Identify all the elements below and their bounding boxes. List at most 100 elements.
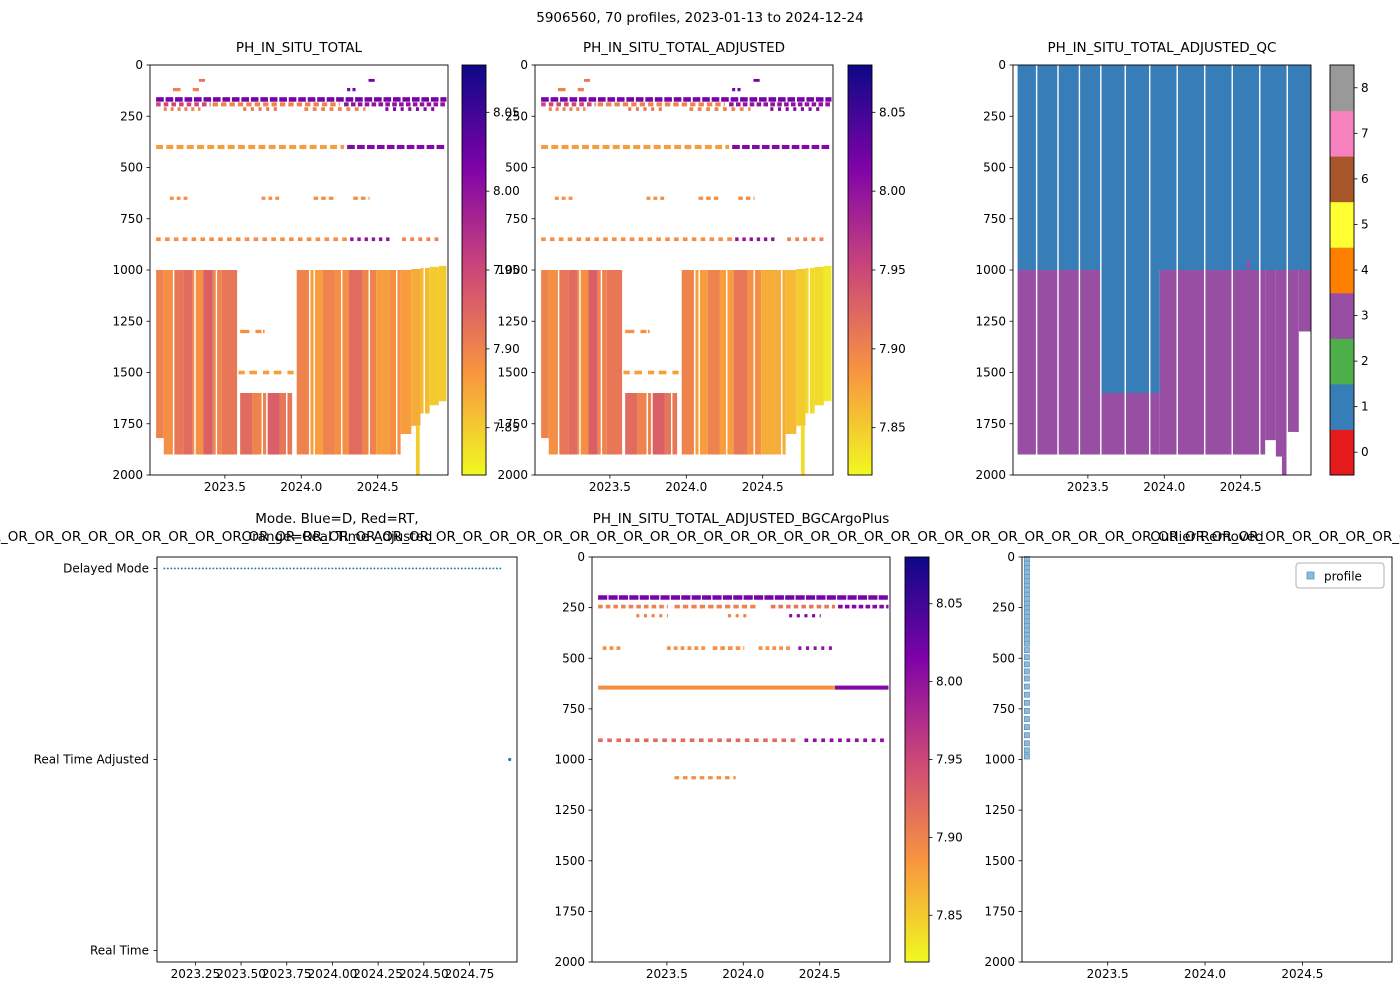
- profile-marker: [1023, 753, 1030, 760]
- y-tick-label: 500: [992, 651, 1015, 665]
- axes-frame: [156, 556, 518, 963]
- profile-marker: [1023, 716, 1030, 722]
- mode-point: [508, 757, 512, 762]
- y-tick-label: 2000: [112, 468, 143, 482]
- x-tick-label: 2024.5: [1281, 967, 1323, 981]
- profile-marker: [1023, 675, 1030, 682]
- y-tick-label: 1000: [497, 263, 528, 277]
- y-tick-label: 1500: [554, 854, 585, 868]
- colorbar-tick-label: 8.00: [493, 184, 520, 198]
- y-tick-label: 500: [505, 161, 528, 175]
- subplot-ph-bgcargoplus: 7.85 7.90 7.95 8.00 8.05 2023.5 2024.0 2024.5 0 2…: [554, 550, 962, 981]
- legend-box: [1295, 562, 1385, 589]
- qc-colorbar-tick-label: 8: [1361, 81, 1369, 95]
- title-ph-adjusted-qc: PH_IN_SITU_TOTAL_ADJUSTED_QC: [1047, 40, 1277, 56]
- subplot-ph-adjusted: 7.85 7.90 7.95 8.00 8.05 2023.5 2024.0 2024.5 0 2…: [497, 58, 905, 494]
- qc-colorbar-tick-label: 3: [1361, 309, 1369, 323]
- colorbar-tick-label: 8.05: [879, 105, 906, 119]
- colorbar-tick-label: 8.00: [936, 675, 963, 689]
- y-tick-label: 500: [562, 651, 585, 665]
- y-tick-label: 1000: [975, 263, 1006, 277]
- y-tick-label: 1500: [975, 366, 1006, 380]
- y-tick-label: 750: [983, 212, 1006, 226]
- subplot-mode: Delayed Mode Real Time Adjusted Real Time 2…: [34, 556, 518, 981]
- x-tick-label: 2024.0: [1143, 480, 1185, 494]
- y-tick-label: 1750: [984, 904, 1015, 918]
- y-tick-label: 1250: [975, 314, 1006, 328]
- y-tick-label: 1250: [984, 803, 1015, 817]
- x-tick-label: 2024.0: [1184, 967, 1226, 981]
- x-tick-label: 2024.0: [665, 480, 707, 494]
- y-tick-label: 2000: [975, 468, 1006, 482]
- colorbar-tick-label: 7.95: [493, 263, 520, 277]
- y-tick-label: 1750: [497, 417, 528, 431]
- x-tick-label: 2023.5: [204, 480, 246, 494]
- qc-colorbar-cell: [1330, 110, 1354, 157]
- colorbar: [904, 556, 930, 963]
- x-tick-label: 2024.25: [353, 967, 403, 981]
- colorbar-tick-label: 7.85: [936, 908, 963, 922]
- y-tick-label: 0: [998, 58, 1006, 72]
- colorbar-tick-label: 7.90: [493, 342, 520, 356]
- qc-colorbar-tick-label: 6: [1361, 172, 1369, 186]
- y-tick-label: 0: [135, 58, 143, 72]
- qc-colorbar-tick-label: 7: [1361, 126, 1369, 140]
- x-tick-label: 2024.00: [308, 967, 358, 981]
- y-tick-label: 250: [983, 109, 1006, 123]
- qc-colorbar-cell: [1330, 383, 1354, 430]
- colorbar-tick-label: 7.95: [879, 263, 906, 277]
- colorbar-tick-label: 8.00: [879, 184, 906, 198]
- title-mode-line1: Mode. Blue=D, Red=RT,: [255, 511, 419, 527]
- qc-colorbar-tick-label: 4: [1361, 263, 1369, 277]
- mode-category-label: Real Time Adjusted: [34, 753, 149, 767]
- legend-label: profile: [1324, 570, 1362, 584]
- x-tick-label: 2024.50: [399, 967, 449, 981]
- y-tick-label: 250: [562, 601, 585, 615]
- qc-colorbar-tick-label: 1: [1361, 400, 1369, 414]
- legend-marker: [1306, 571, 1315, 580]
- colorbar: [461, 64, 487, 476]
- y-tick-label: 0: [577, 550, 585, 564]
- y-tick-label: 500: [120, 161, 143, 175]
- profile-marker: [1023, 668, 1030, 675]
- axes-frame: [591, 556, 891, 963]
- y-tick-label: 1000: [112, 263, 143, 277]
- colorbar: [847, 64, 873, 476]
- y-tick-label: 1000: [984, 753, 1015, 767]
- x-tick-label: 2024.5: [357, 480, 399, 494]
- y-tick-label: 1750: [112, 417, 143, 431]
- mode-category-label: Delayed Mode: [63, 561, 149, 575]
- y-tick-label: 750: [505, 212, 528, 226]
- profile-marker: [1023, 708, 1030, 714]
- colorbar-tick-label: 8.05: [936, 597, 963, 611]
- x-tick-label: 2024.5: [1220, 480, 1262, 494]
- profile-marker: [1023, 647, 1030, 654]
- mode-category-label: Real Time: [90, 944, 149, 958]
- qc-colorbar-cell: [1330, 201, 1354, 248]
- y-tick-label: 2000: [984, 955, 1015, 969]
- colorbar-tick-label: 7.95: [936, 753, 963, 767]
- colorbar-tick-label: 7.85: [879, 421, 906, 435]
- qc-colorbar-cell: [1330, 247, 1354, 294]
- title-outlier-removed: Outlier Removed: [1150, 529, 1264, 545]
- y-tick-label: 250: [992, 601, 1015, 615]
- profile-marker: [1023, 747, 1030, 754]
- y-tick-label: 750: [562, 702, 585, 716]
- profile-marker: [1023, 654, 1030, 661]
- colorbar-tick-label: 7.90: [879, 342, 906, 356]
- subplot-ph-adjusted-qc: 0 1 2 3 4 5 6 7 8 2023.5 2024.0 2024.5 0 250 500 750 100…: [975, 58, 1368, 494]
- profile-marker: [1023, 691, 1030, 698]
- y-tick-label: 1750: [975, 417, 1006, 431]
- profile-marker: [1023, 724, 1030, 730]
- profile-marker: [1023, 699, 1030, 706]
- subplot-outlier-removed: profile 2023.5 2024.0 2024.5 0 250 500 750 1000 1…: [984, 550, 1393, 981]
- y-tick-label: 2000: [497, 468, 528, 482]
- title-ph-bgcargoplus: PH_IN_SITU_TOTAL_ADJUSTED_BGCArgoPlus: [592, 511, 890, 527]
- qc-colorbar-tick-label: 5: [1361, 217, 1369, 231]
- colorbar-tick-label: 8.05: [493, 105, 520, 119]
- title-ph-total: PH_IN_SITU_TOTAL: [235, 40, 363, 56]
- y-tick-label: 0: [520, 58, 528, 72]
- x-tick-label: 2023.75: [262, 967, 312, 981]
